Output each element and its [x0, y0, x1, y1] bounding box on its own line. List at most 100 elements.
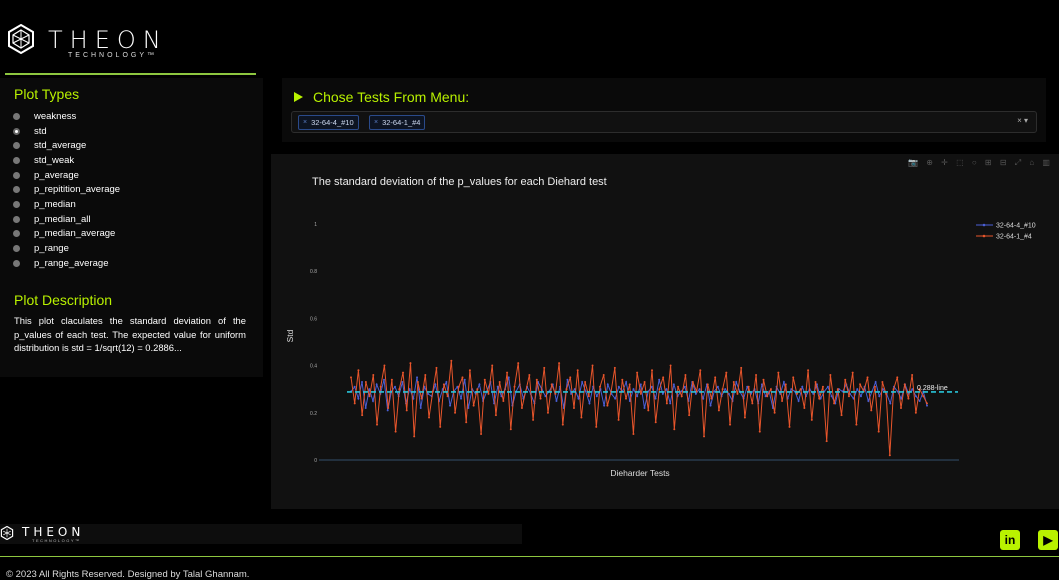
data-point [914, 395, 917, 398]
data-point [480, 433, 483, 436]
radio-button[interactable] [13, 127, 20, 135]
plot-type-label: std_weak [34, 154, 75, 166]
data-point [873, 385, 876, 388]
radio-button[interactable] [13, 112, 20, 120]
radio-button[interactable] [13, 259, 20, 267]
data-point [825, 440, 828, 443]
data-point [683, 385, 686, 388]
plot-type-option[interactable]: p_repitition_average [13, 182, 120, 197]
data-point [431, 390, 434, 393]
data-point [576, 369, 579, 372]
data-point [812, 392, 815, 395]
data-point [654, 421, 657, 424]
data-point [569, 376, 572, 379]
plot-type-option[interactable]: std_weak [13, 153, 120, 168]
linkedin-icon[interactable]: in [1000, 530, 1020, 550]
data-point [401, 381, 404, 384]
data-point [408, 388, 411, 391]
remove-tag-icon[interactable]: × [303, 119, 308, 126]
brand-logo[interactable]: THEON TECHNOLOGY™ [6, 24, 196, 60]
std-line-chart[interactable]: The standard deviation of the p_values f… [271, 154, 1059, 509]
data-point [419, 407, 422, 410]
data-point [699, 369, 702, 372]
plot-type-label: p_range [34, 243, 69, 255]
data-point [544, 395, 547, 398]
data-point [643, 407, 646, 410]
data-point [546, 411, 549, 414]
plot-type-option[interactable]: p_range [13, 241, 120, 256]
data-point [680, 395, 683, 398]
tag-label: 32-64-4_#10 [311, 118, 354, 127]
data-point [413, 435, 416, 438]
footer-brand-tagline: TECHNOLOGY™ [32, 538, 81, 543]
plot-type-option[interactable]: weakness [13, 109, 120, 124]
data-point [790, 388, 793, 391]
data-point [539, 397, 542, 400]
youtube-icon[interactable]: ▶ [1038, 530, 1058, 550]
data-point [735, 381, 738, 384]
selected-tag[interactable]: × 32-64-4_#10 [298, 115, 359, 130]
data-point [639, 392, 642, 395]
data-point [746, 385, 749, 388]
data-point [364, 407, 367, 410]
dropdown-caret-icon[interactable]: ▾ [1023, 116, 1028, 125]
test-multi-select[interactable]: × 32-64-4_#10 × 32-64-1_#4 × ▾ [291, 111, 1037, 133]
data-point [680, 390, 683, 393]
data-point [691, 381, 694, 384]
data-point [494, 414, 497, 417]
plot-type-option[interactable]: p_median_average [13, 227, 120, 242]
plot-modebar[interactable]: 📷 ⊕ ✛ ⬚ ○ ⊞ ⊟ ⤢ ⌂ ▥ [908, 158, 1053, 167]
data-point [716, 385, 719, 388]
x-axis-label: Dieharder Tests [610, 468, 669, 478]
plot-type-label: weakness [34, 110, 77, 122]
data-point [751, 402, 754, 405]
plot-type-option[interactable]: std [13, 124, 120, 139]
radio-button[interactable] [13, 171, 20, 179]
radio-button[interactable] [13, 215, 20, 223]
data-point [376, 423, 379, 426]
data-point [859, 383, 862, 386]
data-point [439, 425, 442, 428]
data-point [506, 371, 509, 374]
data-point [658, 388, 661, 391]
data-point [520, 407, 523, 410]
data-point [703, 435, 706, 438]
selected-tag[interactable]: × 32-64-1_#4 [369, 115, 426, 130]
plot-type-label: p_range_average [34, 257, 109, 269]
data-point [714, 376, 717, 379]
data-point [387, 407, 390, 410]
plot-type-option[interactable]: std_average [13, 138, 120, 153]
data-point [795, 392, 798, 395]
radio-button[interactable] [13, 186, 20, 194]
plot-types-title: Plot Types [14, 86, 80, 102]
data-point [427, 392, 430, 395]
legend-label: 32-64-1_#4 [996, 234, 1032, 241]
data-point [598, 385, 601, 388]
data-point [454, 411, 457, 414]
clear-all-icon[interactable]: × [1017, 116, 1022, 125]
data-point [764, 395, 767, 398]
chart-title: The standard deviation of the p_values f… [312, 176, 607, 188]
data-point [899, 407, 902, 410]
data-point [665, 402, 668, 405]
series-line-1 [350, 377, 928, 411]
remove-tag-icon[interactable]: × [374, 119, 379, 126]
plot-type-option[interactable]: p_range_average [13, 256, 120, 271]
data-point [643, 381, 646, 384]
data-point [755, 373, 758, 376]
data-point [903, 383, 906, 386]
data-point [797, 399, 800, 402]
radio-button[interactable] [13, 156, 20, 164]
radio-button[interactable] [13, 230, 20, 238]
data-point [472, 404, 475, 407]
data-point [896, 376, 899, 379]
plot-type-option[interactable]: p_average [13, 168, 120, 183]
reference-line-label: 0.288-line [917, 385, 948, 392]
data-point [650, 385, 653, 388]
plot-type-option[interactable]: p_median [13, 197, 120, 212]
radio-button[interactable] [13, 245, 20, 253]
radio-button[interactable] [13, 142, 20, 150]
plot-type-option[interactable]: p_median_all [13, 212, 120, 227]
radio-button[interactable] [13, 200, 20, 208]
data-point [889, 402, 892, 405]
